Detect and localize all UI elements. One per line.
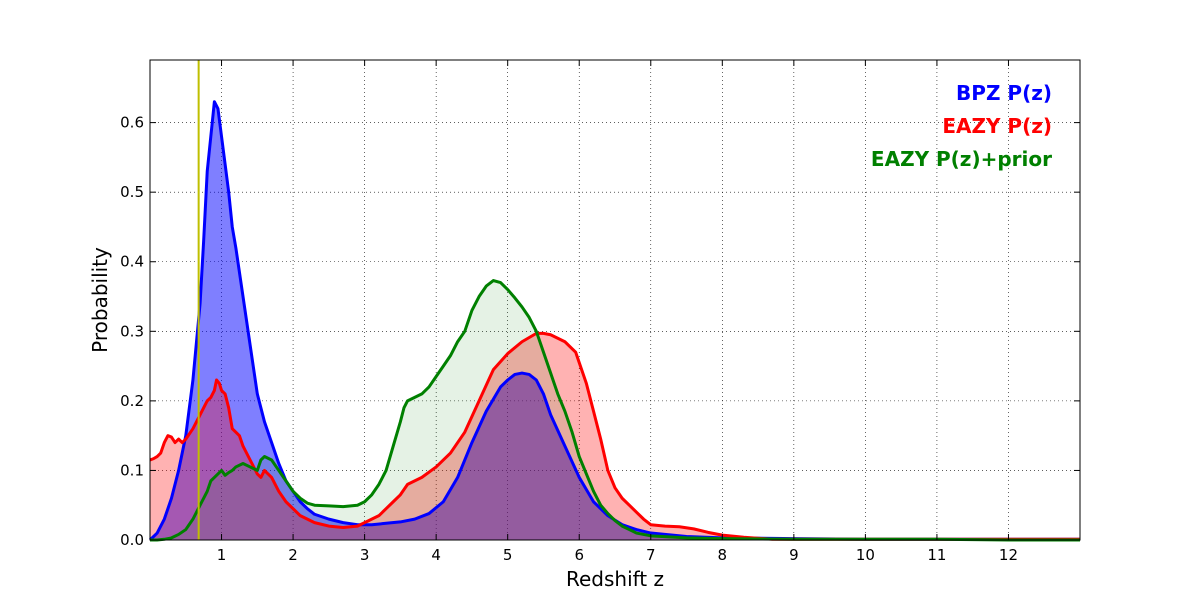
x-tick-label: 7	[646, 546, 656, 564]
y-tick-label: 0.2	[120, 392, 144, 410]
x-tick-label: 5	[503, 546, 513, 564]
x-axis-label: Redshift z	[566, 567, 664, 591]
x-tick-label: 9	[789, 546, 799, 564]
y-tick-label: 0.4	[120, 253, 144, 271]
axis-ticks: 1 2 3 4 5 6 7 8 9 10 11 120.00.10.20.30.40.50.6	[120, 60, 1080, 564]
legend-entry-eazy-p-z-prior: EAZY P(z)+prior	[871, 147, 1052, 171]
series-lines	[148, 100, 1080, 542]
x-tick-label: 11	[927, 546, 946, 564]
legend-entry-eazy-p-z: EAZY P(z)	[942, 114, 1052, 138]
x-tick-label: 1	[217, 546, 227, 564]
x-tick-label: 6	[574, 546, 584, 564]
eazy-p-z-prior-line	[150, 279, 1080, 542]
legend-entry-bpz-p-z: BPZ P(z)	[956, 81, 1052, 105]
x-tick-label: 4	[431, 546, 441, 564]
y-tick-label: 0.3	[120, 322, 144, 340]
bpz-p-z-area	[150, 101, 1080, 541]
y-axis-label: Probability	[88, 247, 112, 353]
y-tick-label: 0.6	[120, 114, 144, 132]
x-tick-label: 10	[856, 546, 875, 564]
legend: BPZ P(z) EAZY P(z) EAZY P(z)+prior	[871, 81, 1052, 171]
y-tick-label: 0.1	[120, 461, 144, 479]
series-fills	[150, 101, 1080, 541]
eazy-p-z-line	[149, 331, 1080, 541]
y-tick-label: 0.0	[120, 531, 144, 549]
grid	[150, 60, 1080, 540]
x-tick-label: 2	[288, 546, 298, 564]
y-tick-label: 0.5	[120, 183, 144, 201]
x-tick-label: 3	[360, 546, 370, 564]
plot-frame	[149, 59, 1081, 541]
eazy-p-z-prior-area	[150, 280, 1080, 540]
x-tick-label: 12	[999, 546, 1018, 564]
x-tick-label: 8	[718, 546, 728, 564]
eazy-p-z-area	[150, 333, 1080, 540]
